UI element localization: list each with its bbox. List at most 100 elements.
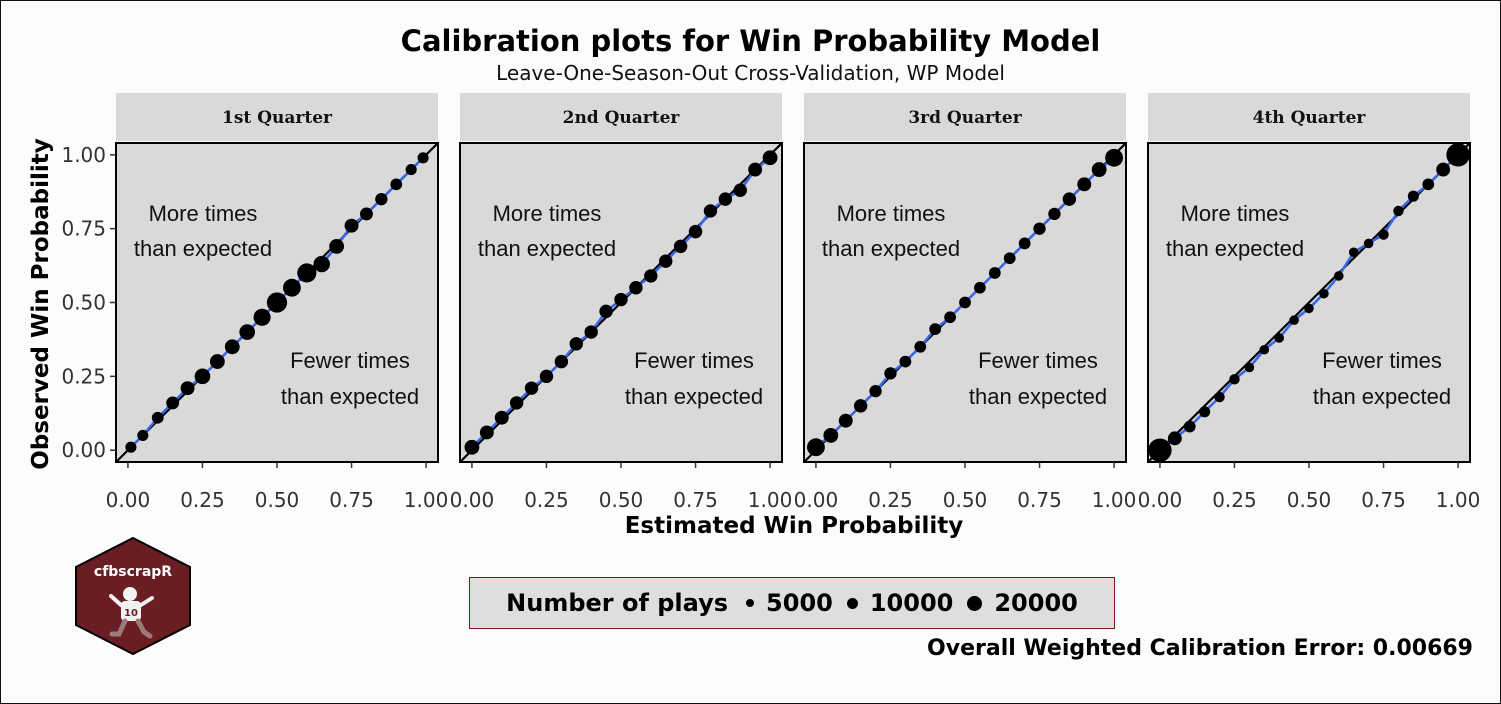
legend-dot-5000 (746, 599, 755, 607)
calibration-point (151, 411, 164, 424)
calibration-point (1304, 303, 1314, 314)
x-tick-label: 0.50 (1287, 488, 1332, 512)
facet-plot-area (460, 143, 782, 462)
facet-strip (460, 93, 782, 141)
x-tick-label: 0.25 (868, 488, 913, 512)
facet-3: 3rd Quarter More times than expected Fewer … (794, 93, 1137, 512)
legend-item-20000: 20000 (967, 589, 1078, 617)
facet-strip-label: 3rd Quarter (908, 108, 1022, 128)
calibration-point (1229, 374, 1240, 385)
calibration-point (1259, 344, 1270, 355)
facet-plot-area (804, 143, 1126, 462)
calibration-point (239, 324, 256, 340)
x-tick-label: 1.00 (1436, 488, 1481, 512)
calibration-point (959, 296, 971, 309)
y-tick-label: 0.75 (61, 217, 106, 241)
legend-label-5000: 5000 (766, 589, 833, 617)
calibration-point (733, 183, 747, 197)
legend-dot-10000 (846, 597, 858, 609)
calibration-point (807, 438, 825, 457)
calibration-point (494, 410, 509, 425)
x-tick-label: 1.00 (404, 488, 449, 512)
x-tick-label: 0.00 (450, 488, 495, 512)
y-tick-label: 1.00 (61, 143, 106, 167)
calibration-point (253, 308, 271, 326)
annotation-more-line1: More times (1181, 201, 1290, 226)
calibration-point (838, 413, 853, 428)
calibration-point (1214, 391, 1225, 403)
calibration-point (944, 311, 956, 324)
calibration-point (1091, 162, 1107, 177)
calibration-point (1319, 288, 1329, 299)
calibration-point (166, 396, 180, 410)
calibration-point (929, 323, 942, 335)
y-tick-label: 0.50 (61, 291, 106, 315)
calibration-point (1048, 207, 1061, 221)
calibration-point (405, 164, 417, 176)
logo-text: cfbscrapR (94, 564, 172, 580)
annotation-fewer-line2: than expected (969, 384, 1107, 409)
annotation-fewer-line2: than expected (625, 384, 763, 409)
calibration-point (629, 281, 643, 295)
annotation-fewer-line2: than expected (1313, 384, 1451, 409)
annotation-more-line1: More times (493, 201, 602, 226)
calibration-point (390, 178, 403, 191)
calibration-point (1199, 406, 1211, 418)
calibration-point (282, 278, 301, 297)
y-tick-label: 0.00 (61, 438, 106, 462)
annotation-more-line2: than expected (822, 236, 960, 261)
calibration-point (1244, 362, 1255, 373)
facet-plot-area (1148, 143, 1470, 462)
x-tick-label: 1.00 (1092, 488, 1137, 512)
calibration-point (1148, 438, 1172, 462)
calibration-point (209, 354, 225, 369)
calibration-point (703, 204, 718, 218)
calibration-point (524, 381, 539, 395)
calibration-point (344, 218, 359, 233)
calibration-point (1363, 238, 1374, 249)
calibration-point (359, 207, 373, 221)
facet-panels: 1st Quarter More times than expected Fewer … (61, 93, 1480, 512)
facet-strip-label: 2nd Quarter (563, 108, 681, 128)
calibration-point (375, 192, 388, 206)
calibration-point (137, 429, 149, 441)
calibration-point (125, 441, 137, 453)
calibration-point (194, 368, 211, 385)
size-legend: Number of plays 5000 10000 20000 (469, 577, 1115, 629)
x-tick-label: 0.00 (1138, 488, 1183, 512)
calibration-point (569, 337, 583, 351)
x-tick-label: 0.50 (255, 488, 300, 512)
calibration-point (1003, 252, 1016, 265)
legend-label-20000: 20000 (994, 589, 1078, 617)
calibration-point (1348, 247, 1359, 258)
calibration-point (224, 339, 240, 355)
calibration-point (869, 384, 882, 398)
x-tick-label: 0.25 (1212, 488, 1257, 512)
facet-strip (1148, 93, 1470, 141)
calibration-point (479, 425, 494, 440)
x-tick-label: 0.75 (329, 488, 374, 512)
legend-title: Number of plays (506, 589, 729, 617)
legend-item-10000: 10000 (846, 589, 953, 617)
calibration-point (1077, 177, 1092, 192)
annotation-more-line1: More times (837, 201, 946, 226)
legend-item-5000: 5000 (746, 589, 833, 617)
x-tick-label: 0.25 (180, 488, 225, 512)
calibration-point (914, 340, 927, 353)
annotation-more-line1: More times (149, 201, 258, 226)
x-tick-label: 0.50 (943, 488, 988, 512)
calibration-point (1436, 162, 1451, 177)
annotation-more-line2: than expected (478, 236, 616, 261)
calibration-point (823, 428, 839, 443)
calibration-error-caption: Overall Weighted Calibration Error: 0.00… (927, 636, 1473, 661)
annotation-fewer-line2: than expected (281, 384, 419, 409)
calibration-point (1378, 229, 1389, 240)
facet-strip-label: 1st Quarter (222, 108, 333, 128)
calibration-point (1289, 315, 1299, 326)
calibration-point (1062, 192, 1077, 206)
calibration-point (1033, 222, 1046, 235)
x-tick-label: 0.25 (524, 488, 569, 512)
facet-plot-area (116, 143, 438, 462)
calibration-point (1446, 143, 1470, 167)
calibration-point (1183, 420, 1196, 433)
